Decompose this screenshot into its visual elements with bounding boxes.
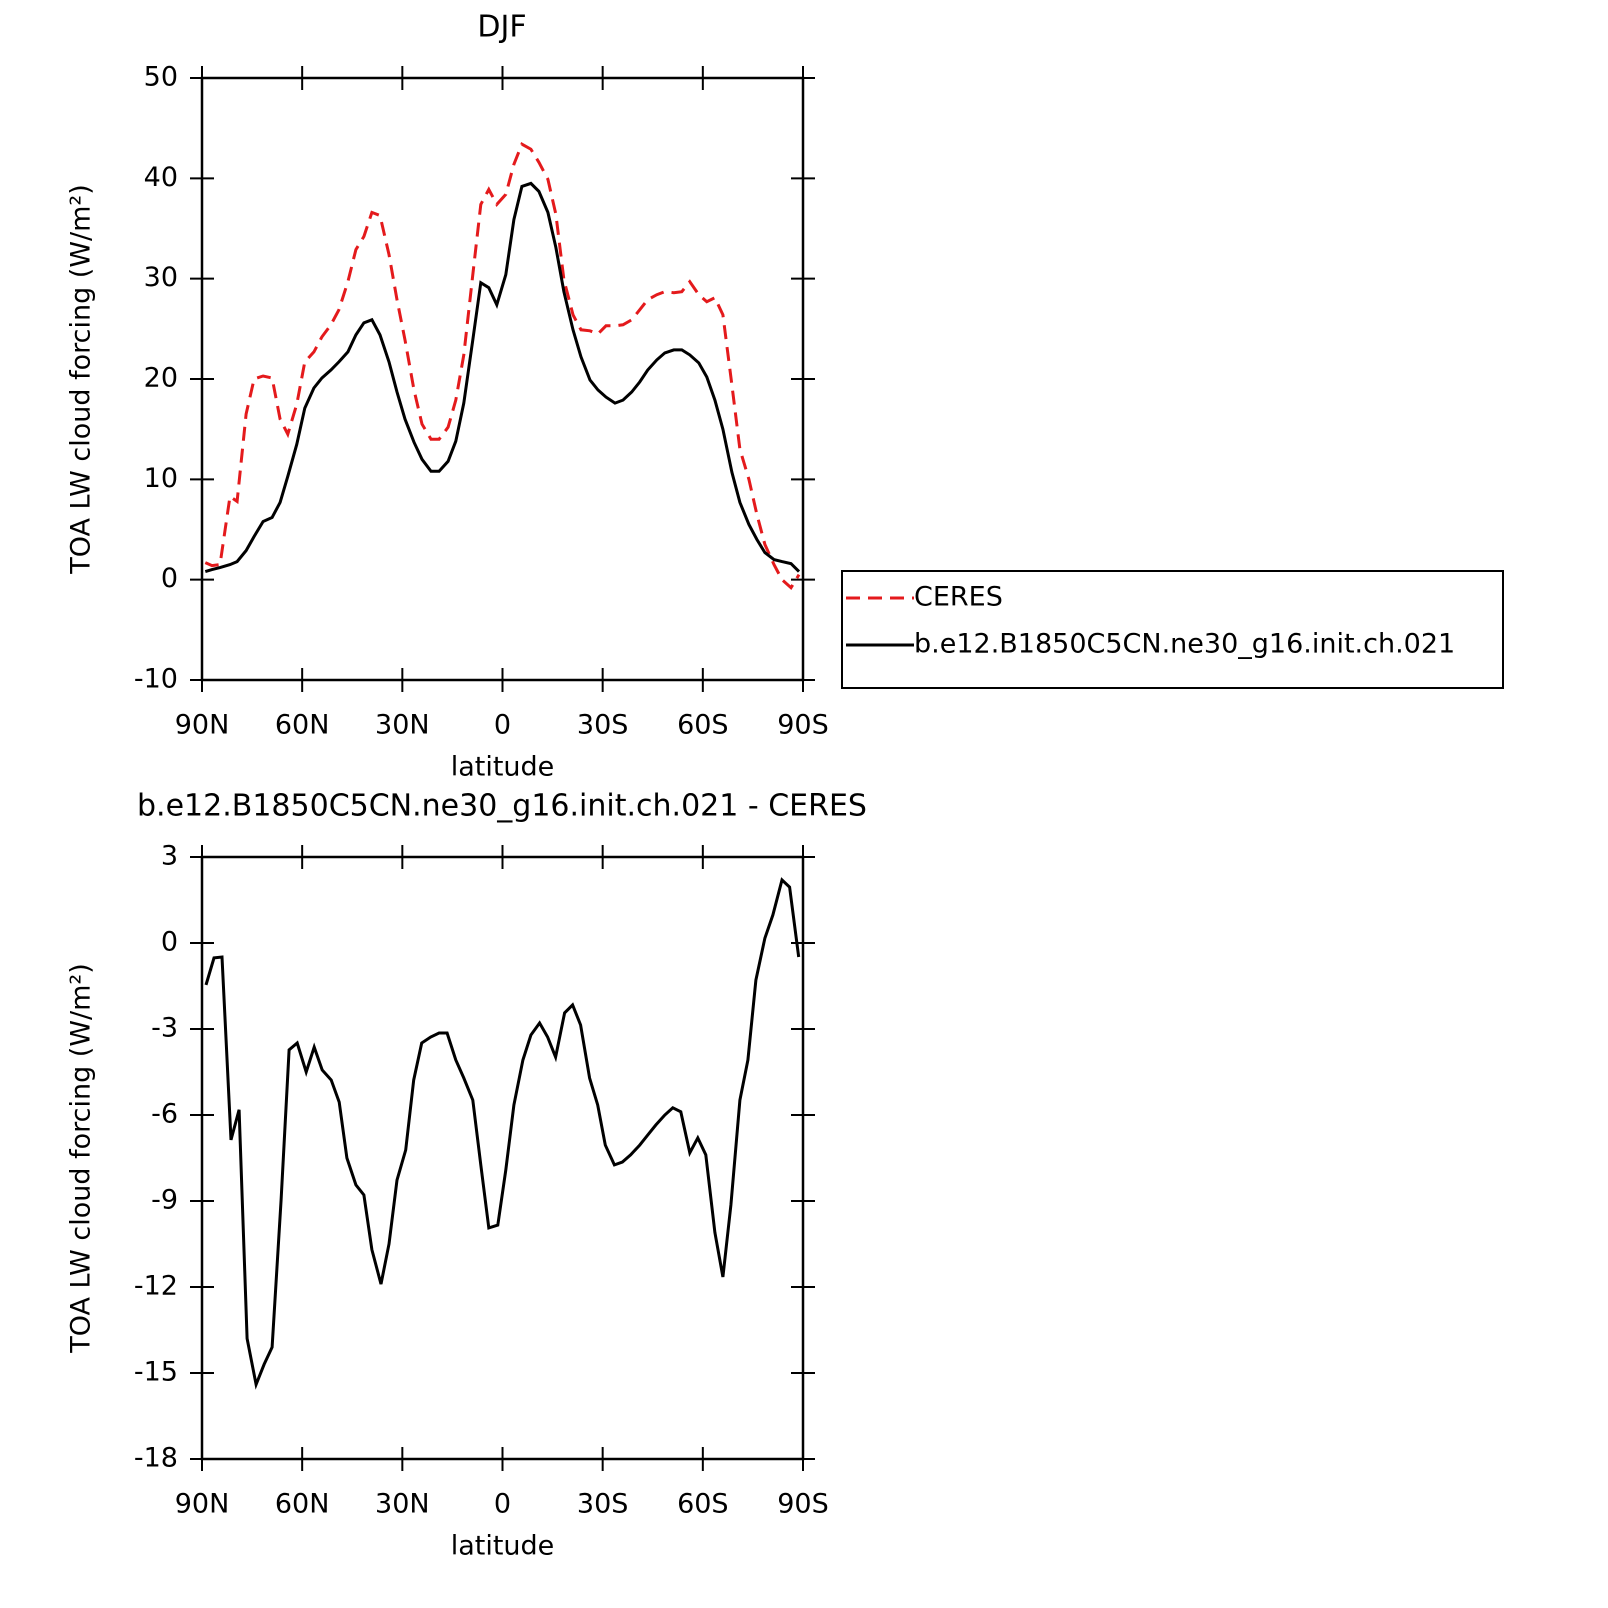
plot-frame [200, 76, 805, 682]
x-tick-label: 60S [677, 1489, 729, 1520]
data-line [204, 181, 801, 574]
x-tick-label: 0 [494, 710, 511, 741]
x-tick-label: 90N [175, 1489, 230, 1520]
chart-title: DJF [477, 10, 526, 45]
y-axis-label: TOA LW cloud forcing (W/m²) [66, 963, 97, 1354]
y-tick-label: 3 [161, 841, 178, 872]
x-axis-label: latitude [451, 752, 555, 783]
x-tick-label: 60S [677, 710, 729, 741]
y-tick-label: -15 [134, 1357, 178, 1388]
x-tick-label: 60N [275, 1489, 330, 1520]
plot-frame [200, 855, 805, 1461]
x-tick-label: 30N [375, 710, 430, 741]
data-line [204, 142, 801, 591]
legend-box [841, 570, 1504, 689]
y-tick-label: -3 [151, 1013, 178, 1044]
y-tick-label: -18 [134, 1443, 178, 1474]
legend-label: CERES [914, 582, 1003, 613]
y-tick-label: 50 [144, 62, 178, 93]
y-tick-label: 0 [161, 563, 178, 594]
y-tick-label: 20 [144, 363, 178, 394]
y-tick-label: 10 [144, 463, 178, 494]
y-tick-label: -12 [134, 1271, 178, 1302]
data-line [204, 877, 801, 1390]
y-tick-label: 0 [161, 927, 178, 958]
x-tick-label: 0 [494, 1489, 511, 1520]
y-tick-label: 30 [144, 262, 178, 293]
x-tick-label: 60N [275, 710, 330, 741]
chart-title: b.e12.B1850C5CN.ne30_g16.init.ch.021 - C… [137, 789, 867, 824]
x-tick-label: 30N [375, 1489, 430, 1520]
x-tick-label: 30S [577, 710, 629, 741]
y-axis-label: TOA LW cloud forcing (W/m²) [66, 184, 97, 575]
y-tick-label: -10 [134, 664, 178, 695]
x-tick-label: 90S [777, 710, 829, 741]
x-tick-label: 90N [175, 710, 230, 741]
x-axis-label: latitude [451, 1531, 555, 1562]
legend-label: b.e12.B1850C5CN.ne30_g16.init.ch.021 [914, 629, 1455, 660]
x-tick-label: 90S [777, 1489, 829, 1520]
y-tick-label: 40 [144, 162, 178, 193]
y-tick-label: -6 [151, 1099, 178, 1130]
x-tick-label: 30S [577, 1489, 629, 1520]
y-tick-label: -9 [151, 1185, 178, 1216]
